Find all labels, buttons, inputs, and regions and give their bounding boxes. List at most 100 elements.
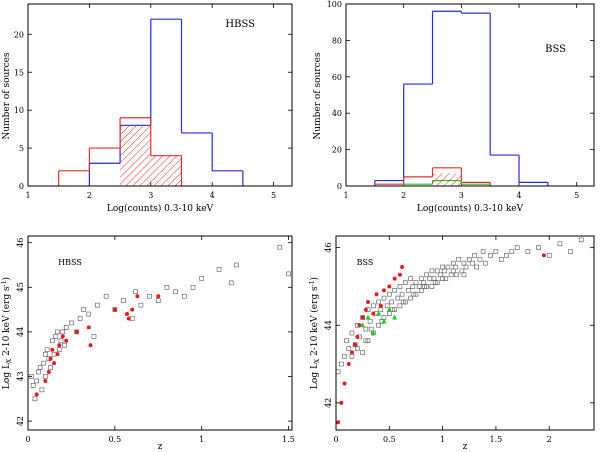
square-point <box>514 245 520 250</box>
square-point <box>51 351 57 357</box>
x-tick-label: 5 <box>271 191 276 200</box>
square-point <box>41 360 46 366</box>
plot-frame <box>335 235 595 431</box>
red-point <box>541 253 546 258</box>
red-point <box>156 294 161 299</box>
square-point <box>55 329 60 335</box>
square-point <box>578 237 584 243</box>
square-point <box>37 365 43 370</box>
red-point <box>135 294 140 299</box>
red-point <box>387 284 392 289</box>
red-point <box>125 312 129 317</box>
square-point <box>344 338 349 344</box>
red-point <box>50 347 55 352</box>
red-point <box>86 325 91 330</box>
red-point <box>371 311 376 316</box>
square-point <box>397 284 403 289</box>
hatched-bar <box>120 125 151 186</box>
square-point <box>504 253 509 258</box>
x-tick-label: 1.5 <box>490 435 503 444</box>
plot-frame <box>27 3 293 187</box>
red-point <box>392 276 397 281</box>
panel-hbss-histogram: 1 2 3 4 5 0 5 10 15 20 HBSS Log(counts) 0.3-10 ke… <box>2 3 293 214</box>
y-tick-label: 40 <box>332 109 342 118</box>
y-tick-label: 0 <box>19 182 24 191</box>
square-point <box>536 245 541 250</box>
square-point <box>86 311 92 317</box>
square-point <box>355 346 360 351</box>
y-tick-label: 20 <box>14 30 24 39</box>
x-axis-label: Log(counts) 0.3-10 keV <box>107 203 214 214</box>
x-tick-label: 4 <box>516 191 521 200</box>
red-point <box>46 370 51 375</box>
red-point <box>57 343 62 348</box>
square-point <box>387 311 392 316</box>
square-point <box>286 271 291 277</box>
square-point <box>470 260 475 266</box>
square-point <box>450 268 456 274</box>
square-point <box>228 280 234 286</box>
square-point <box>418 288 424 293</box>
square-point <box>440 264 445 270</box>
square-point <box>427 276 433 281</box>
red-point <box>378 303 383 308</box>
square-point <box>440 276 445 281</box>
square-point <box>376 322 381 328</box>
x-tick-label: 2 <box>547 435 552 444</box>
square-point <box>424 272 429 278</box>
square-point <box>133 289 138 295</box>
square-point <box>81 307 86 312</box>
square-point <box>416 284 422 289</box>
square-point <box>432 280 438 285</box>
square-point <box>421 280 426 285</box>
x-tick-label: 1 <box>199 435 204 444</box>
red-point <box>355 334 360 339</box>
square-point <box>453 264 458 270</box>
square-point <box>381 295 387 301</box>
square-point <box>190 284 196 290</box>
y-axis-label: Number of sources <box>313 52 323 140</box>
square-point <box>387 291 392 297</box>
y-tick-label: 43 <box>16 371 25 381</box>
square-point <box>121 298 126 303</box>
x-tick-label: 0.5 <box>383 435 396 444</box>
square-point <box>368 326 374 332</box>
square-point <box>53 334 59 339</box>
square-point <box>29 374 34 379</box>
green-point <box>365 314 371 320</box>
square-point <box>199 276 204 281</box>
y-tick-label: 5 <box>19 144 24 153</box>
square-point <box>397 303 403 309</box>
square-point <box>69 320 74 326</box>
green-point <box>360 322 366 328</box>
red-point <box>374 292 379 297</box>
square-point <box>58 338 64 344</box>
square-point <box>367 319 373 324</box>
y-tick-label: 100 <box>327 0 342 9</box>
square-point <box>389 299 394 305</box>
y-tick-label: 45 <box>16 282 25 292</box>
square-point <box>216 267 222 272</box>
square-point <box>182 293 187 299</box>
square-point <box>360 350 365 355</box>
square-point <box>339 361 344 367</box>
square-point <box>442 268 448 274</box>
square-point <box>459 268 465 274</box>
inset-label: BSS <box>545 44 566 55</box>
square-point <box>546 253 552 258</box>
square-point <box>443 276 449 281</box>
inset-label: HBSS <box>58 258 82 267</box>
square-point <box>408 295 413 301</box>
y-tick-label: 15 <box>14 68 24 77</box>
panel-bss-histogram: 1 2 3 4 5 0 20 40 60 80 100 BSS Log(counts) 0.3-10… <box>313 0 595 214</box>
square-point <box>422 284 427 289</box>
square-point <box>429 284 435 289</box>
plot-frame <box>27 235 293 431</box>
red-point <box>74 329 79 334</box>
red-point <box>346 362 351 367</box>
x-tick-label: 3 <box>459 191 464 200</box>
red-point <box>52 361 57 366</box>
square-point <box>498 256 504 262</box>
y-tick-label: 60 <box>332 73 342 82</box>
